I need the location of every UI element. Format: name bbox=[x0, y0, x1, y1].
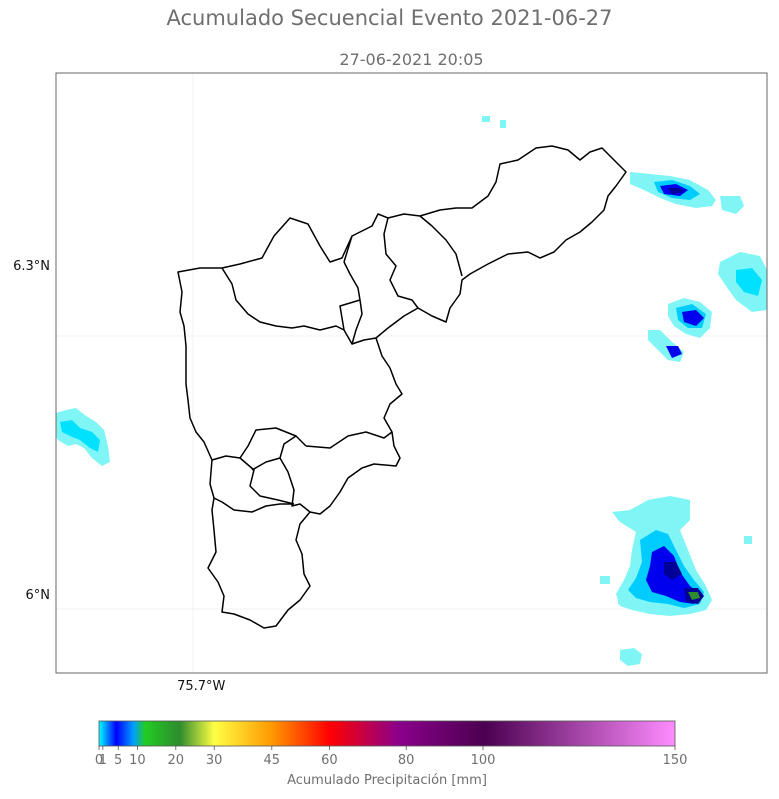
rain-cell-southeast bbox=[600, 496, 752, 666]
municipal-boundaries bbox=[177, 145, 627, 629]
rain-cell-central-east bbox=[648, 298, 712, 362]
lat-tick-label: 6.3°N bbox=[13, 259, 50, 275]
colorbar-tick-label: 30 bbox=[205, 753, 223, 768]
map-frame bbox=[55, 72, 768, 674]
rain-cell-west bbox=[56, 408, 110, 466]
colorbar-tick-label: 20 bbox=[167, 753, 185, 768]
colorbar-ticks bbox=[98, 746, 676, 750]
colorbar-tick-label: 45 bbox=[263, 753, 281, 768]
colorbar-tick-label: 1 bbox=[98, 753, 107, 768]
colorbar-tick-label: 100 bbox=[470, 753, 496, 768]
colorbar-tick-label: 60 bbox=[321, 753, 338, 768]
lon-tick-label: 75.7°W bbox=[177, 679, 226, 694]
colorbar-tick-label: 5 bbox=[114, 753, 123, 768]
colorbar-tick-label: 10 bbox=[129, 753, 146, 768]
colorbar-tick-label: 0 bbox=[94, 753, 104, 768]
map-subtitle: 27-06-2021 20:05 bbox=[339, 50, 484, 69]
colorbar-tick-label: 150 bbox=[662, 753, 688, 768]
map-title: Acumulado Secuencial Evento 2021-06-27 bbox=[166, 6, 613, 30]
colorbar-tick-label: 80 bbox=[397, 753, 415, 768]
precipitation-field bbox=[56, 116, 767, 666]
colorbar-bar bbox=[98, 720, 676, 747]
colorbar-label: Acumulado Precipitación [mm] bbox=[287, 773, 487, 788]
rain-cell-northeast bbox=[482, 116, 744, 214]
lat-tick-label: 6°N bbox=[25, 588, 51, 604]
rain-cell-east bbox=[718, 252, 767, 312]
